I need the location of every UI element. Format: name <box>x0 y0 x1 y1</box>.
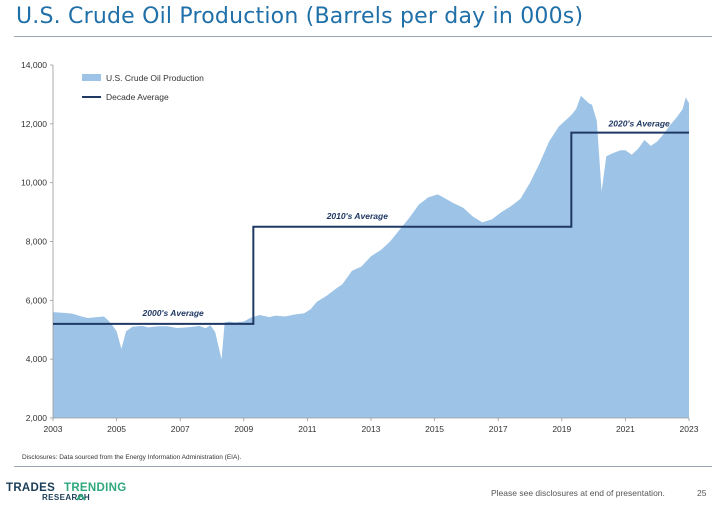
y-tick-label: 8,000 <box>26 237 48 247</box>
legend-label-decade-average: Decade Average <box>106 92 169 102</box>
y-tick-label: 6,000 <box>26 295 48 305</box>
decade-average-line <box>53 131 689 325</box>
decade-average-label: 2010's Average <box>326 211 389 221</box>
legend-label-production: U.S. Crude Oil Production <box>106 73 204 83</box>
y-tick-label: 14,000 <box>21 60 47 70</box>
decade-average-label: 2020's Average <box>608 119 671 129</box>
footer-divider <box>14 466 712 467</box>
title-divider <box>14 36 712 37</box>
y-tick-label: 10,000 <box>21 178 47 188</box>
logo-arrow-icon <box>76 493 86 501</box>
data-disclosure: Disclosures: Data sourced from the Energ… <box>22 454 242 461</box>
x-tick-label: 2013 <box>362 424 381 434</box>
x-tick-label: 2023 <box>680 424 699 434</box>
y-tick-label: 2,000 <box>26 413 48 423</box>
y-tick-label: 4,000 <box>26 354 48 364</box>
x-tick-label: 2007 <box>171 424 190 434</box>
x-tick-label: 2005 <box>107 424 126 434</box>
page-number: 25 <box>697 488 707 498</box>
y-tick-label: 12,000 <box>21 119 47 129</box>
x-tick-label: 2015 <box>425 424 444 434</box>
logo-word-trending: TRENDING <box>64 482 127 494</box>
x-tick-label: 2019 <box>552 424 571 434</box>
trades-trending-research-logo: TRADES TRENDING RESEARCH <box>6 482 131 504</box>
footer-disclosure-note: Please see disclosures at end of present… <box>491 488 665 498</box>
logo-word-trades: TRADES <box>6 482 56 494</box>
x-tick-label: 2021 <box>616 424 635 434</box>
x-tick-label: 2009 <box>234 424 253 434</box>
logo-word-research: RESEARCH <box>42 493 91 502</box>
x-tick-label: 2011 <box>298 424 317 434</box>
production-area <box>53 95 689 419</box>
decade-average-label: 2000's Average <box>142 308 205 318</box>
chart-title: U.S. Crude Oil Production (Barrels per d… <box>16 4 584 29</box>
x-tick-label: 2003 <box>44 424 63 434</box>
production-chart: 2,000 4,000 6,000 8,000 10,000 12,000 14,000 20… <box>21 60 699 434</box>
x-tick-label: 2017 <box>489 424 508 434</box>
legend-area-swatch <box>82 74 101 81</box>
